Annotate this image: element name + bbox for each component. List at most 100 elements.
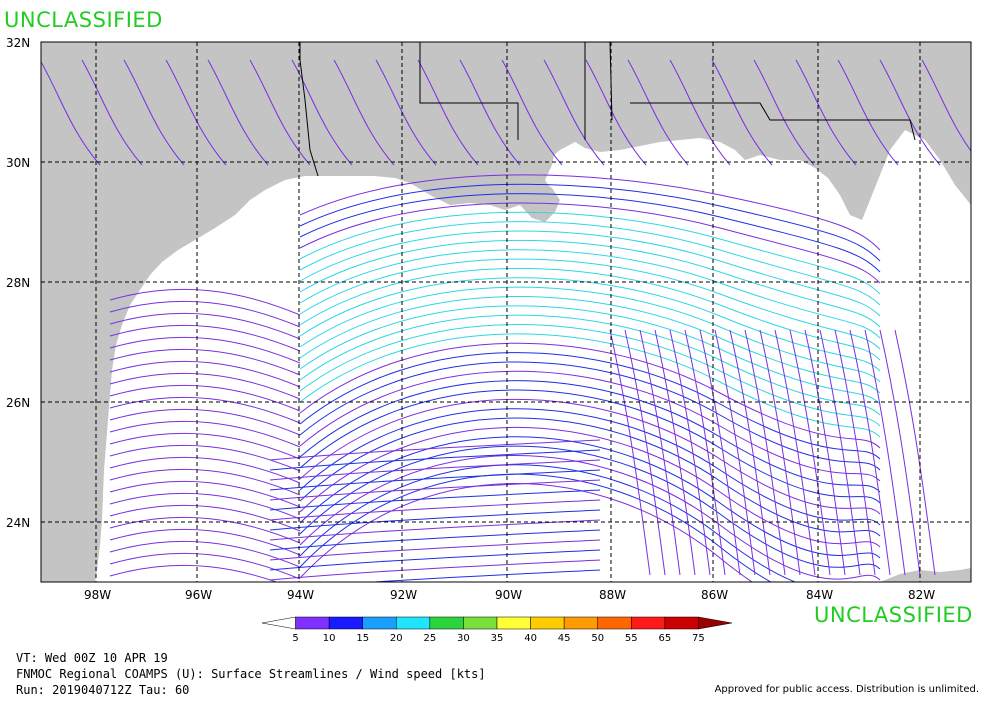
valid-time-caption: VT: Wed 00Z 10 APR 19 — [16, 651, 168, 665]
streamline — [299, 314, 881, 416]
streamline — [299, 436, 881, 559]
lon-label-98w: 98W — [84, 588, 111, 602]
streamline — [299, 258, 881, 350]
streamline — [299, 324, 881, 427]
streamline — [299, 389, 881, 504]
colorbar-swatch — [496, 616, 531, 630]
colorbar-tick-label: 40 — [524, 633, 537, 644]
streamline — [207, 59, 269, 166]
colorbar-tick-label: 10 — [323, 633, 336, 644]
streamline — [729, 329, 771, 576]
lon-label-82w: 82W — [908, 588, 935, 602]
lon-label-86w: 86W — [701, 588, 728, 602]
streamline — [299, 249, 881, 339]
land-mississippi-delta — [510, 150, 555, 220]
lon-label-92w: 92W — [390, 588, 417, 602]
colorbar-tick-label: 50 — [591, 633, 604, 644]
streamline — [109, 552, 301, 580]
streamline — [299, 454, 881, 581]
streamline — [299, 445, 881, 570]
streamline — [109, 312, 301, 340]
streamline — [366, 569, 601, 582]
streamlines-layer — [41, 59, 971, 582]
streamline — [109, 492, 301, 520]
colorbar-tick-label: 45 — [558, 633, 571, 644]
streamline — [269, 509, 601, 531]
streamline — [669, 59, 731, 166]
streamline — [109, 324, 301, 352]
streamline — [109, 300, 301, 328]
colorbar-swatch — [328, 616, 363, 630]
streamline — [417, 59, 479, 166]
streamline — [795, 59, 857, 166]
streamline — [269, 449, 601, 471]
streamline — [894, 329, 936, 576]
map-frame — [40, 41, 972, 583]
streamline — [109, 456, 301, 484]
streamline — [269, 529, 601, 551]
colorbar-swatch — [463, 616, 498, 630]
streamline — [804, 329, 846, 576]
streamline — [109, 336, 301, 364]
streamline — [921, 59, 971, 152]
streamline — [627, 59, 689, 166]
streamline — [109, 384, 301, 412]
streamline — [639, 329, 681, 576]
streamline — [837, 59, 899, 166]
colorbar-swatch — [295, 616, 330, 630]
streamline — [299, 183, 881, 262]
streamline — [291, 59, 353, 166]
colorbar-swatch — [698, 616, 733, 630]
streamline — [789, 329, 831, 576]
streamline — [299, 211, 881, 295]
colorbar-tick-label: 65 — [658, 633, 671, 644]
streamline — [41, 60, 101, 166]
streamline — [299, 342, 881, 449]
streamline — [699, 329, 741, 576]
streamline — [299, 464, 797, 582]
streamline — [609, 329, 651, 576]
streamline — [109, 564, 278, 582]
streamline — [624, 329, 666, 576]
streamline — [299, 352, 881, 460]
streamline — [849, 329, 891, 576]
streamline — [654, 329, 696, 576]
colorbar-swatch — [563, 616, 598, 630]
streamline — [459, 59, 521, 166]
lon-label-84w: 84W — [806, 588, 833, 602]
streamline — [109, 348, 301, 376]
streamline — [109, 288, 301, 316]
colorbar-tick-label: 25 — [423, 633, 436, 644]
streamline — [299, 426, 881, 548]
streamline — [299, 380, 881, 493]
streamline — [109, 360, 301, 388]
lon-label-96w: 96W — [185, 588, 212, 602]
streamline — [299, 370, 881, 482]
streamline — [669, 329, 711, 576]
colorbar-swatch — [396, 616, 431, 630]
streamline — [744, 329, 786, 576]
colorbar-swatch — [530, 616, 565, 630]
streamline — [299, 286, 881, 383]
streamline — [333, 59, 395, 166]
classification-top-label: UNCLASSIFIED — [4, 8, 163, 32]
streamline — [299, 277, 881, 372]
streamline — [269, 439, 601, 461]
streamline — [269, 539, 601, 561]
streamline — [109, 480, 301, 508]
streamline — [299, 408, 881, 526]
colorbar-tick-label: 20 — [390, 633, 403, 644]
colorbar-tick-label: 5 — [292, 633, 298, 644]
streamline — [109, 528, 301, 556]
streamline — [819, 329, 861, 576]
streamline — [299, 296, 881, 394]
streamline — [714, 329, 756, 576]
colorbar-swatch — [631, 616, 666, 630]
streamline — [109, 504, 301, 532]
streamline — [879, 329, 921, 576]
streamline — [299, 202, 881, 284]
streamline — [165, 59, 227, 166]
streamline — [501, 59, 563, 166]
lat-label-30n: 30N — [6, 156, 30, 170]
